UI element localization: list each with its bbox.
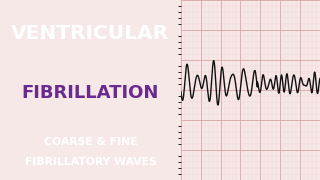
Text: VENTRICULAR: VENTRICULAR [11, 24, 170, 43]
Text: FIBRILLATION: FIBRILLATION [22, 84, 159, 102]
Text: FIBRILLATORY WAVES: FIBRILLATORY WAVES [25, 157, 156, 167]
Text: COARSE & FINE: COARSE & FINE [44, 137, 137, 147]
